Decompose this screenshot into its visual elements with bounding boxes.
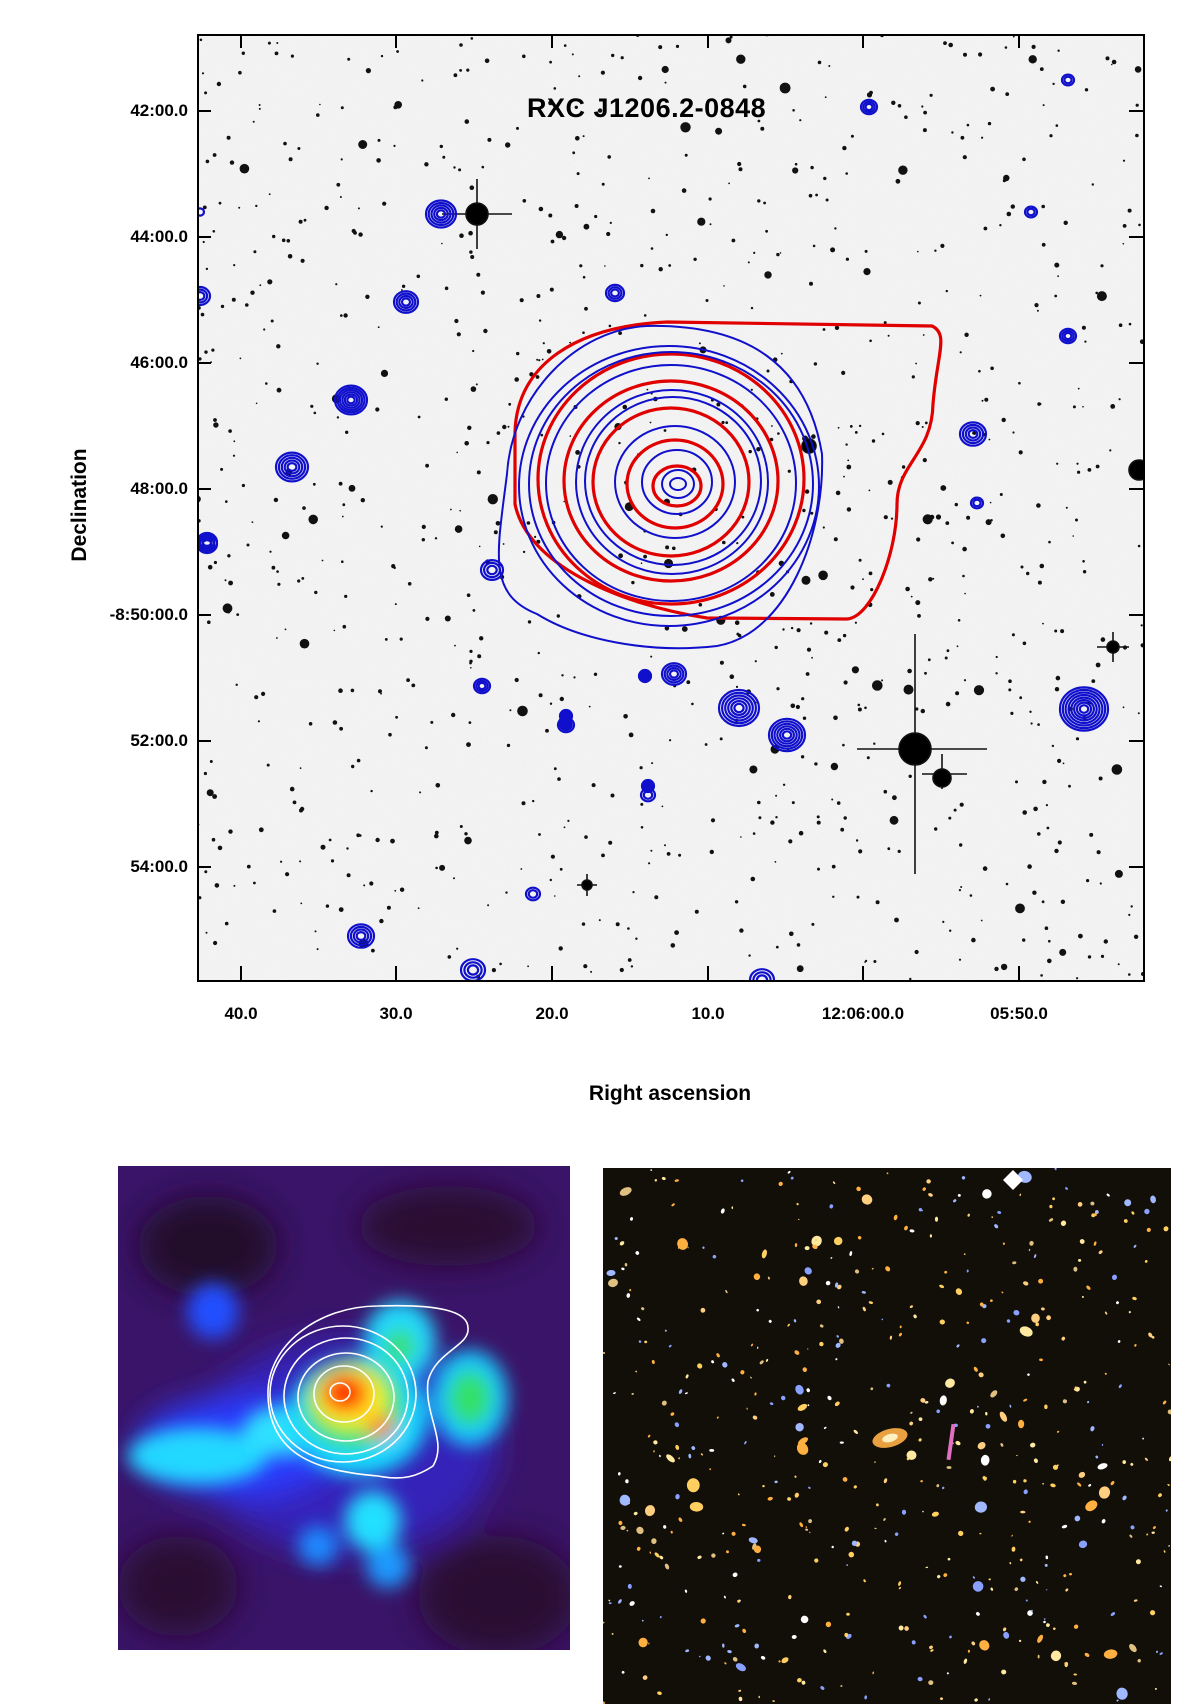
dec-tick-label: 44:00.0 bbox=[130, 227, 188, 246]
ra-tick-label: 10.0 bbox=[691, 1004, 725, 1023]
xray-contours bbox=[513, 320, 943, 621]
ra-tick-label: 30.0 bbox=[379, 1004, 413, 1023]
dec-tick-label: 48:00.0 bbox=[130, 479, 188, 498]
dec-tick-label: 54:00.0 bbox=[130, 857, 188, 876]
radio-point-sources bbox=[197, 73, 1110, 980]
main-panel: RXC J1206.2-0848 42:00.0 44:00.0 46:00.0… bbox=[68, 34, 1145, 1105]
ra-tick-label: 20.0 bbox=[535, 1004, 569, 1023]
dec-tick-label: 42:00.0 bbox=[130, 101, 188, 120]
stars-layer bbox=[197, 34, 1143, 980]
ra-tick-label: 40.0 bbox=[224, 1004, 258, 1023]
y-axis-title: Declination bbox=[68, 448, 91, 562]
xray-colormap-panel bbox=[118, 1166, 570, 1650]
bright-star bbox=[1003, 1170, 1023, 1190]
x-axis-title: Right ascension bbox=[588, 1082, 752, 1105]
galaxy-field bbox=[603, 1168, 1171, 1704]
sky-image bbox=[197, 34, 1143, 980]
dec-tick-label: 46:00.0 bbox=[130, 353, 188, 372]
tick-marks bbox=[197, 34, 1143, 980]
dec-tick-label: 52:00.0 bbox=[130, 731, 188, 750]
dec-tick-label: -8:50:00.0 bbox=[109, 605, 188, 624]
ra-tick-label: 05:50.0 bbox=[990, 1004, 1048, 1023]
chart-title: RXC J1206.2-0848 bbox=[527, 93, 767, 123]
optical-color-panel bbox=[603, 1168, 1171, 1704]
diffraction-spikes bbox=[442, 179, 1143, 896]
xray-panel-contours bbox=[267, 1304, 469, 1479]
ra-tick-label: 12:06:00.0 bbox=[821, 1004, 905, 1023]
bcg-galaxy bbox=[872, 1428, 908, 1448]
plot-frame bbox=[197, 34, 1145, 982]
radio-contours bbox=[497, 324, 824, 650]
